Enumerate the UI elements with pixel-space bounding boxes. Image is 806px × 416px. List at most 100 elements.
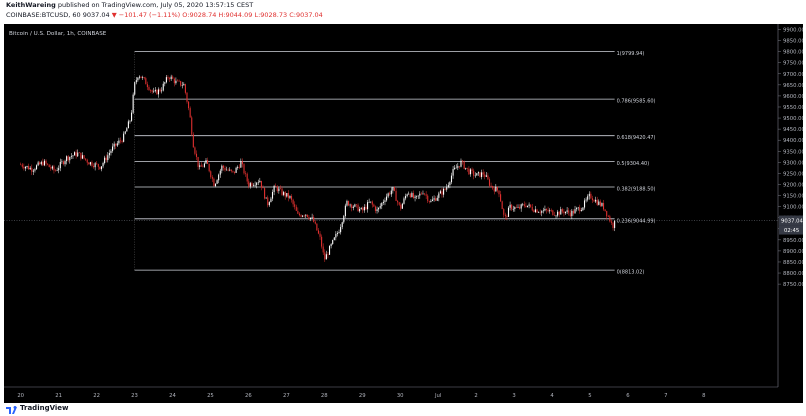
candle-up: [113, 143, 115, 147]
candle-up: [199, 165, 201, 167]
candle-up: [110, 150, 112, 154]
candle-up: [431, 199, 434, 201]
author-name[interactable]: KeithWareing: [6, 1, 56, 9]
candle-up: [507, 207, 510, 217]
candle-up: [325, 254, 327, 260]
candle-up: [414, 196, 416, 198]
candle-down: [99, 166, 101, 170]
candle-down: [208, 163, 210, 172]
change-arrow-icon: ▼: [111, 11, 117, 19]
x-tick-label: 28: [321, 393, 328, 399]
candle-up: [522, 204, 524, 205]
candle-down: [466, 167, 468, 169]
candle-up: [265, 197, 267, 199]
candle-down: [121, 140, 123, 142]
candle-down: [463, 161, 465, 169]
candle-down: [373, 204, 375, 207]
candle-up: [64, 161, 66, 165]
candle-down: [515, 207, 517, 208]
candle-down: [184, 84, 186, 93]
candle-down: [493, 188, 495, 192]
fib-level-label: 0(8813.02): [617, 270, 645, 276]
tradingview-logo-icon[interactable]: [6, 405, 20, 414]
candle-down: [188, 101, 190, 109]
x-tick-label: 6: [626, 393, 630, 399]
candle-up: [219, 170, 221, 175]
candle-up: [439, 191, 441, 194]
candle-down: [156, 89, 158, 95]
candle-down: [314, 221, 316, 224]
y-tick-label: 9600.00: [783, 94, 803, 100]
candle-down: [192, 134, 194, 148]
candle-up: [157, 89, 160, 95]
candle-up: [392, 186, 394, 191]
x-tick-label: 30: [397, 393, 404, 399]
candle-up: [338, 232, 340, 234]
candle-up: [485, 175, 487, 177]
candle-down: [48, 164, 50, 168]
candle-down: [607, 216, 609, 217]
candle-up: [70, 156, 72, 157]
candle-up: [408, 193, 410, 195]
candle-up: [460, 160, 462, 167]
candle-up: [127, 121, 129, 129]
candle-up: [359, 209, 361, 212]
candle-down: [39, 162, 41, 165]
candle-down: [211, 177, 213, 179]
candle-down: [45, 160, 47, 164]
candle-down: [86, 159, 88, 163]
x-tick-label: 2: [474, 393, 477, 399]
candle-up: [542, 210, 544, 212]
candle-up: [446, 187, 448, 190]
brand-name[interactable]: TradingView: [20, 404, 69, 412]
candle-up: [330, 244, 332, 247]
ohlc-values: O:9028.74 H:9044.09 L:9028.73 C:9037.04: [182, 11, 323, 19]
candle-down: [292, 199, 294, 205]
candle-up: [164, 82, 166, 84]
candle-up: [254, 184, 256, 186]
candle-up: [132, 94, 134, 113]
candle-down: [91, 162, 93, 166]
y-tick-label: 9500.00: [783, 116, 803, 122]
candle-up: [340, 227, 342, 233]
candle-down: [316, 223, 318, 231]
candle-down: [186, 92, 188, 102]
candle-down: [424, 193, 426, 195]
candle-down: [602, 203, 605, 210]
candle-down: [420, 193, 422, 195]
candle-up: [289, 196, 291, 198]
candle-up: [259, 180, 261, 183]
candle-down: [67, 156, 69, 161]
candle-down: [428, 201, 430, 202]
candle-down: [488, 179, 491, 186]
candle-down: [523, 204, 525, 206]
x-tick-label: 29: [359, 393, 366, 399]
candle-down: [550, 210, 552, 211]
fib-level-label: 0.786(9585.60): [617, 99, 656, 105]
candle-up: [252, 185, 255, 186]
candle-down: [319, 233, 321, 237]
candle-down: [579, 207, 581, 212]
candle-down: [487, 175, 489, 180]
candle-up: [526, 205, 529, 207]
candle-up: [257, 182, 259, 183]
candle-down: [213, 178, 215, 187]
candle-up: [379, 206, 381, 208]
footer: TradingView: [0, 403, 806, 416]
candle-up: [585, 199, 587, 201]
candle-up: [566, 210, 568, 212]
candle-up: [422, 193, 424, 195]
x-tick-label: 8: [702, 393, 706, 399]
candle-down: [246, 173, 248, 182]
candle-down: [552, 210, 554, 216]
y-tick-label: 8900.00: [783, 249, 803, 255]
candle-up: [382, 201, 384, 203]
price-chart[interactable]: Bitcoin / U.S. Dollar, 1h, COINBASE 9900.…: [4, 24, 803, 403]
candle-up: [555, 215, 557, 217]
candle-up: [538, 212, 540, 213]
price-change: −101.47 (−1.11%): [118, 11, 181, 19]
candle-up: [378, 207, 380, 210]
candle-down: [53, 166, 55, 171]
candle-down: [506, 216, 508, 217]
chart-area[interactable]: Bitcoin / U.S. Dollar, 1h, COINBASE 9900.…: [4, 24, 803, 403]
